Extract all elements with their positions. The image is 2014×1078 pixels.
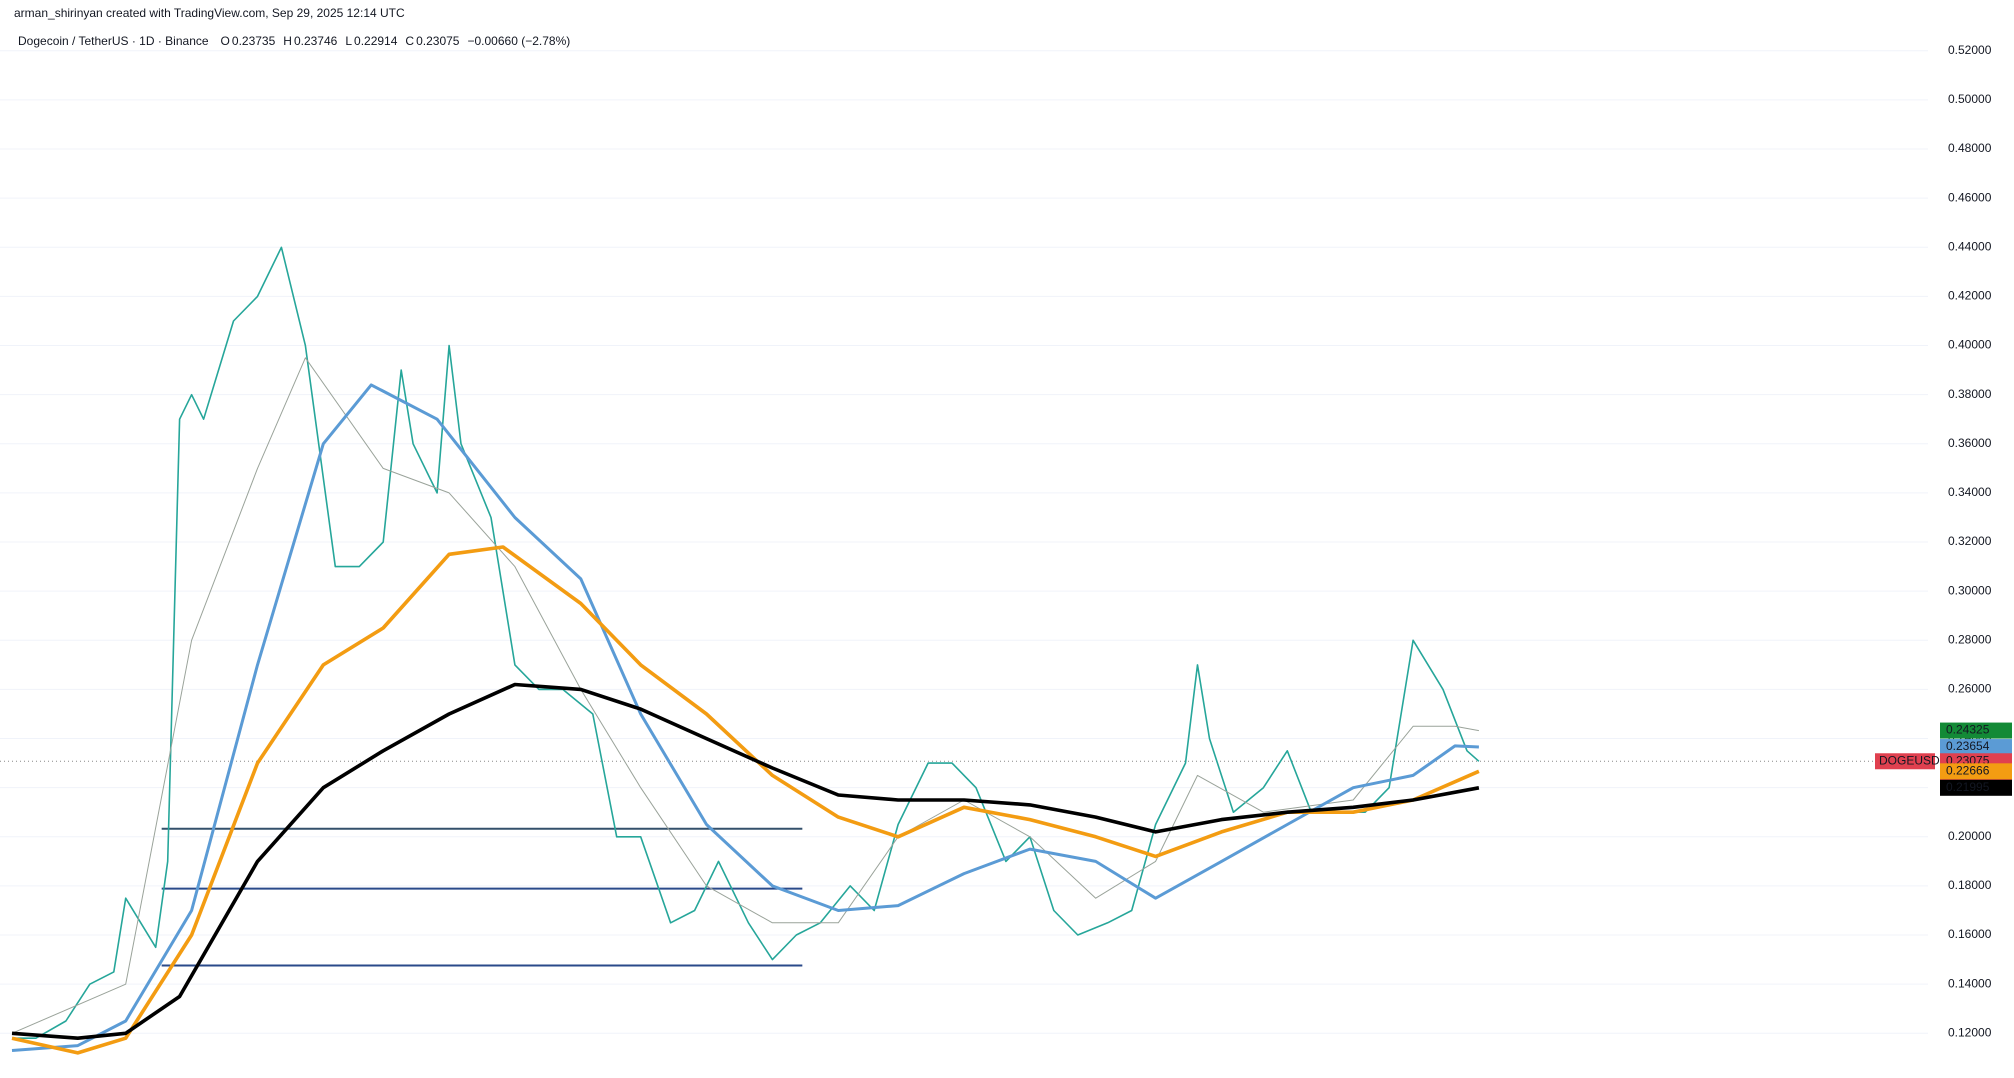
price-badge [1940,763,2012,780]
ohlc-value: 0.22914 [354,34,398,48]
y-tick-label: 0.36000 [1948,436,1992,450]
price-label: 0.23654 [1946,739,1990,753]
price-badge [1940,722,2012,739]
price-label: 0.21995 [1946,780,1990,794]
y-tick-label: 0.44000 [1948,239,1992,253]
y-tick-label: 0.42000 [1948,289,1992,303]
y-tick-label: 0.32000 [1948,534,1992,548]
symbol-label: DOGEUSDT [1879,753,1948,767]
price-label: 0.24325 [1946,723,1990,737]
series-line [11,383,1479,1052]
ohlc: O 0.23735 H 0.23746 L 0.22914 C 0.23075 −0.00660… [221,34,571,48]
series-line [11,357,1479,1034]
series-line [11,682,1480,1040]
y-tick-label: 0.12000 [1948,1025,1992,1039]
price-badge [1940,739,2012,756]
ohlc-key: L [345,34,352,48]
y-tick-label: 0.16000 [1948,927,1992,941]
y-tick-label: 0.18000 [1948,878,1992,892]
price-label: 0.22666 [1946,763,1990,777]
series-line [11,545,1480,1055]
ohlc-key: C [405,34,414,48]
y-tick-label: 0.52000 [1948,43,1992,57]
y-tick-label: 0.34000 [1948,485,1992,499]
ohlc-value: 0.23735 [232,34,276,48]
ohlc-key: H [283,34,292,48]
symbol-badge [1875,753,1935,770]
y-tick-label: 0.46000 [1948,190,1992,204]
attribution: arman_shirinyan created with TradingView… [14,6,405,20]
y-tick-label: 0.28000 [1948,632,1992,646]
y-tick-label: 0.20000 [1948,829,1992,843]
y-tick-label: 0.50000 [1948,92,1992,106]
price-badge [1940,779,2012,796]
ohlc-value: 0.23075 [416,34,460,48]
change: −0.00660 (−2.78%) [467,34,570,48]
y-tick-label: 0.26000 [1948,682,1992,696]
y-tick-label: 0.30000 [1948,583,1992,597]
ohlc-key: O [221,34,230,48]
y-tick-label: 0.48000 [1948,141,1992,155]
ohlc-value: 0.23746 [294,34,338,48]
y-tick-label: 0.38000 [1948,387,1992,401]
y-tick-label: 0.14000 [1948,976,1992,990]
symbol-line: Dogecoin / TetherUS · 1D · Binance [18,34,209,48]
y-tick-label: 0.40000 [1948,338,1992,352]
